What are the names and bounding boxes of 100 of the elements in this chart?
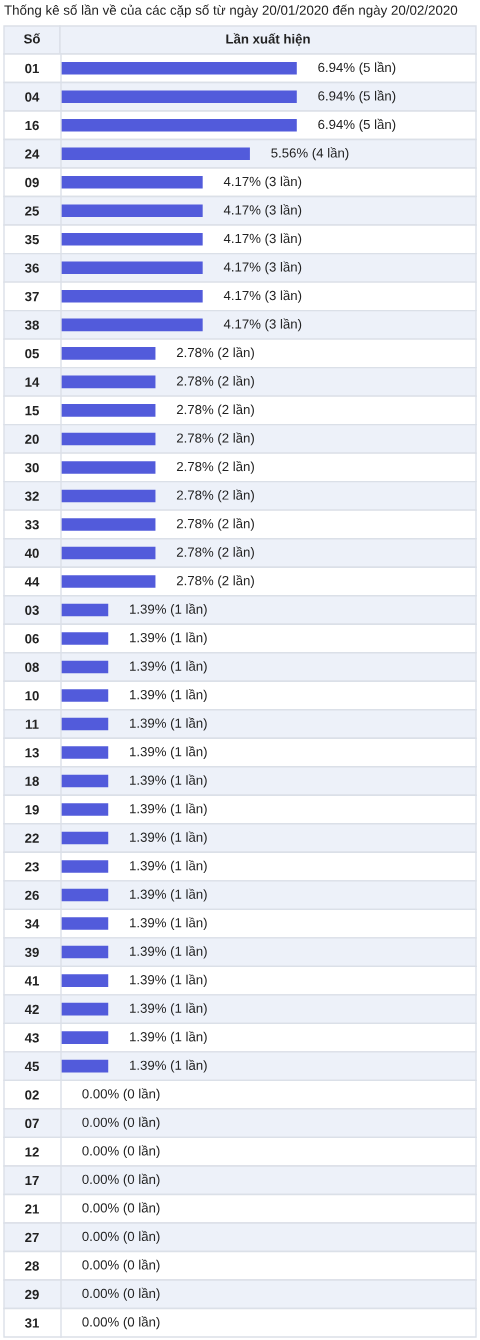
- bar: [61, 233, 203, 246]
- data-label: 4.17% (3 lần): [223, 204, 302, 218]
- data-label: 1.39% (1 lần): [130, 746, 207, 759]
- data-label: 2.78% (2 lần): [176, 546, 254, 560]
- data-label: 2.78% (2 lần): [176, 346, 254, 360]
- x-axis-title: Lần xuất hiện: [226, 33, 310, 46]
- y-tick-label: 14: [25, 377, 40, 387]
- bar: [61, 518, 156, 531]
- bar: [61, 860, 109, 873]
- bar: [61, 404, 156, 417]
- y-tick-label: 30: [24, 462, 39, 473]
- y-tick-label: 18: [25, 776, 39, 786]
- y-tick-label: 02: [25, 1090, 39, 1100]
- bar: [61, 660, 109, 674]
- y-tick-label: 22: [25, 833, 39, 843]
- y-tick-label: 45: [24, 1061, 39, 1072]
- bar: [61, 974, 109, 987]
- y-tick-label: 01: [25, 63, 39, 74]
- bar: [61, 375, 156, 389]
- data-label: 0.00% (0 lần): [82, 1116, 160, 1130]
- data-label: 1.39% (1 lần): [130, 888, 207, 902]
- y-tick-label: 38: [24, 320, 39, 330]
- y-tick-label: 35: [24, 234, 39, 245]
- y-tick-label: 04: [25, 92, 40, 102]
- y-tick-label: 16: [25, 120, 39, 131]
- bar: [61, 689, 109, 702]
- bar: [61, 888, 109, 902]
- data-label: 4.17% (3 lần): [223, 261, 302, 275]
- y-tick-label: 21: [25, 1204, 39, 1214]
- y-tick-label: 19: [25, 805, 39, 815]
- y-tick-label: 03: [25, 605, 39, 615]
- data-label: 0.00% (0 lần): [82, 1202, 160, 1216]
- data-label: 1.39% (1 lần): [130, 1059, 207, 1073]
- bar: [61, 90, 297, 104]
- data-label: 1.39% (1 lần): [130, 689, 207, 702]
- y-tick-label: 24: [25, 149, 40, 159]
- data-label: 1.39% (1 lần): [130, 831, 207, 845]
- bar: [61, 147, 250, 161]
- bar: [61, 746, 109, 759]
- data-label: 1.39% (1 lần): [130, 974, 207, 988]
- data-label: 1.39% (1 lần): [130, 660, 207, 674]
- bar: [61, 1059, 109, 1073]
- y-tick-label: 23: [25, 862, 39, 872]
- bar: [61, 204, 203, 218]
- data-label: 6.94% (5 lần): [318, 61, 396, 75]
- data-label: 0.00% (0 lần): [82, 1316, 160, 1330]
- y-tick-label: 15: [25, 406, 39, 416]
- y-tick-label: 44: [24, 577, 40, 587]
- y-tick-label: 43: [24, 1033, 39, 1043]
- data-label: 1.39% (1 lần): [130, 603, 207, 617]
- data-label: 2.78% (2 lần): [176, 575, 254, 588]
- bar: [61, 261, 203, 275]
- bar: [61, 432, 156, 446]
- y-tick-label: 12: [25, 1147, 39, 1157]
- y-tick-label: 40: [24, 548, 39, 558]
- y-tick-label: 27: [25, 1232, 39, 1242]
- y-tick-label: 09: [25, 177, 39, 188]
- bar: [61, 61, 297, 75]
- data-label: 0.00% (0 lần): [82, 1173, 160, 1187]
- data-label: 1.39% (1 lần): [130, 717, 207, 731]
- data-label: 1.39% (1 lần): [130, 945, 207, 959]
- data-label: 2.78% (2 lần): [176, 375, 254, 389]
- data-label: 1.39% (1 lần): [130, 1002, 207, 1016]
- data-label: 4.17% (3 lần): [223, 318, 302, 332]
- data-label: 1.39% (1 lần): [130, 632, 207, 645]
- bar: [61, 917, 109, 930]
- y-tick-label: 13: [25, 748, 39, 758]
- y-tick-label: 25: [25, 206, 39, 216]
- bar: [61, 945, 109, 959]
- data-label: 2.78% (2 lần): [176, 460, 254, 474]
- y-tick-label: 29: [25, 1289, 39, 1300]
- y-tick-label: 32: [24, 491, 39, 501]
- y-tick-label: 42: [24, 1004, 39, 1014]
- y-axis-title: Số: [23, 33, 41, 44]
- bar: [61, 603, 109, 617]
- y-tick-label: 39: [24, 947, 39, 958]
- y-tick-label: 17: [25, 1175, 39, 1185]
- data-label: 2.78% (2 lần): [176, 517, 254, 531]
- y-tick-label: 36: [24, 263, 39, 273]
- y-tick-label: 37: [24, 291, 39, 302]
- y-tick-label: 34: [24, 919, 40, 929]
- y-tick-label: 33: [24, 520, 39, 530]
- data-label: 6.94% (5 lần): [318, 90, 396, 104]
- bar: [61, 318, 203, 332]
- y-tick-label: 07: [25, 1118, 39, 1129]
- bar: [61, 803, 109, 816]
- data-label: 0.00% (0 lần): [82, 1230, 160, 1244]
- y-tick-label: 20: [25, 434, 39, 444]
- data-label: 6.94% (5 lần): [318, 118, 396, 132]
- bar: [61, 489, 156, 503]
- data-label: 0.00% (0 lần): [82, 1287, 160, 1301]
- y-tick-label: 28: [25, 1261, 39, 1271]
- data-label: 0.00% (0 lần): [82, 1088, 160, 1102]
- y-tick-label: 05: [25, 348, 39, 359]
- y-tick-label: 10: [25, 691, 39, 701]
- bar: [61, 347, 156, 360]
- bar: [61, 290, 203, 303]
- y-tick-label: 26: [25, 890, 39, 900]
- data-label: 2.78% (2 lần): [176, 432, 254, 446]
- bar: [61, 717, 109, 731]
